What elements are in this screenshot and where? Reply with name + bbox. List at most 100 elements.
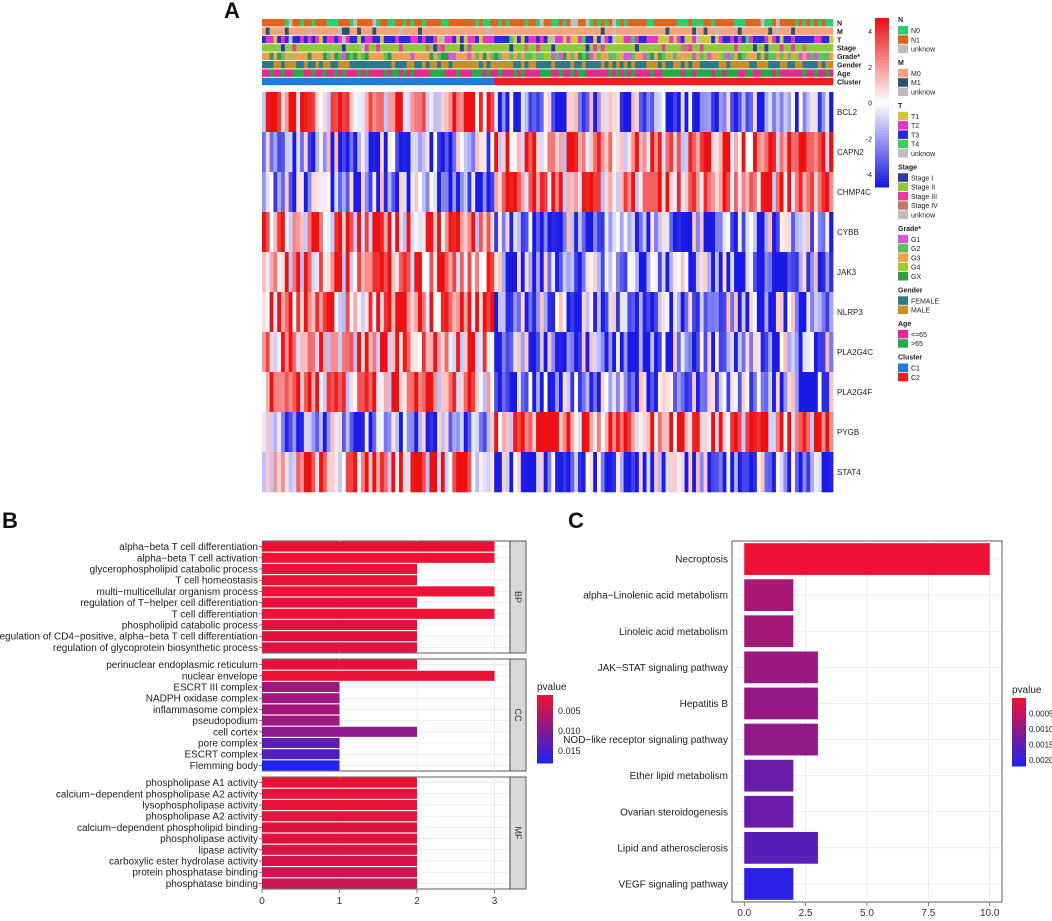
annotation-cell: [741, 35, 746, 44]
annotation-cell: [311, 44, 316, 52]
heatmap-cell: [817, 452, 822, 493]
heatmap-cell: [650, 372, 655, 413]
annotation-cell: [284, 44, 290, 52]
heatmap-cell: [338, 92, 343, 133]
annotation-cell: [623, 19, 628, 27]
x-tick-label: 7.5: [921, 908, 935, 919]
heatmap-cell: [604, 252, 609, 293]
heatmap-row: [262, 372, 834, 413]
annotation-cell: [459, 61, 465, 69]
facet-bp: alpha−beta T cell differentiationalpha−b…: [0, 540, 527, 654]
heatmap-cell: [520, 132, 526, 173]
colorbar-tick-label: -4: [866, 172, 872, 179]
annotation-cell: [520, 19, 526, 27]
annotation-cell: [273, 69, 278, 77]
annotation-cell: [452, 35, 457, 44]
heatmap-cell: [498, 212, 503, 253]
heatmap-cell: [802, 412, 807, 453]
annotation-cell: [692, 35, 697, 44]
heatmap-cell: [372, 372, 377, 413]
heatmap-cell: [676, 452, 682, 493]
annotation-cell: [760, 19, 765, 27]
heatmap-cell: [387, 292, 392, 333]
annotation-cell: [448, 27, 453, 35]
heatmap-cell: [360, 172, 366, 213]
annotation-cell: [440, 27, 446, 35]
heatmap-cell: [642, 132, 647, 173]
legend-gradient: [537, 732, 553, 735]
annotation-cell: [505, 52, 510, 60]
annotation-cell: [794, 44, 800, 52]
annotation-cell: [402, 27, 408, 35]
heatmap-cell: [562, 332, 567, 373]
annotation-cell: [292, 69, 297, 77]
heatmap-cell: [444, 372, 449, 413]
annotation-cell: [326, 69, 331, 77]
annotation-cell: [627, 61, 632, 69]
heatmap-cell: [494, 412, 499, 453]
annotation-cell: [688, 27, 693, 35]
heatmap-cell: [612, 132, 617, 173]
annotation-cell: [707, 44, 712, 52]
heatmap-cell: [616, 172, 621, 213]
heatmap-cell: [604, 372, 609, 413]
heatmap-cell: [673, 212, 678, 253]
annotation-cell: [577, 61, 583, 69]
heatmap-cell: [284, 252, 290, 293]
heatmap-cell: [806, 412, 811, 453]
annotation-cell: [380, 19, 385, 27]
annotation-cell: [380, 44, 385, 52]
heatmap-cell: [768, 132, 773, 173]
annotation-cell: [376, 27, 381, 35]
annotation-cell: [558, 44, 564, 52]
heatmap-cell: [288, 452, 293, 493]
heatmap-cell: [444, 292, 449, 333]
legend-title: Age: [898, 321, 911, 328]
heatmap-cell: [722, 452, 727, 493]
annotation-cell: [421, 69, 427, 77]
heatmap-cell: [760, 212, 765, 253]
legend-gradient: [1012, 709, 1026, 713]
annotation-cell: [418, 35, 423, 44]
heatmap-cell: [300, 332, 305, 373]
heatmap-cell: [513, 212, 518, 253]
heatmap-cell: [703, 332, 708, 373]
heatmap-cell: [551, 92, 556, 133]
annotation-cell: [269, 44, 274, 52]
annotation-cell: [813, 44, 819, 52]
heatmap-cell: [688, 92, 693, 133]
annotation-track: [262, 52, 834, 60]
annotation-cell: [699, 69, 704, 77]
annotation-cell: [501, 35, 507, 44]
heatmap-cell: [494, 372, 499, 413]
heatmap-cell: [399, 252, 404, 293]
annotation-cell: [345, 61, 350, 69]
heatmap-cell: [688, 252, 693, 293]
heatmap-cell: [353, 412, 358, 453]
annotation-cell: [642, 19, 647, 27]
heatmap-cell: [528, 172, 533, 213]
heatmap-cell: [383, 252, 389, 293]
annotation-cell: [456, 77, 461, 86]
heatmap-cell: [642, 452, 647, 493]
heatmap-cell: [277, 212, 282, 253]
annotation-cell: [406, 77, 411, 86]
heatmap-cell: [338, 252, 343, 293]
annotation-cell: [490, 77, 495, 86]
bar: [262, 642, 417, 653]
heatmap-cell: [730, 92, 735, 133]
heatmap-cell: [718, 92, 724, 133]
heatmap-cell: [593, 132, 598, 173]
legend-swatch: [898, 210, 908, 219]
annotation-cell: [555, 27, 560, 35]
annotation-cell: [749, 27, 754, 35]
colorbar-segment: [875, 136, 889, 140]
heatmap-cell: [440, 132, 446, 173]
heatmap-cell: [307, 212, 312, 253]
annotation-cell: [315, 19, 320, 27]
heatmap-cell: [772, 372, 777, 413]
heatmap-cell: [482, 212, 487, 253]
heatmap-cell: [421, 412, 427, 453]
heatmap-cell: [703, 292, 708, 333]
